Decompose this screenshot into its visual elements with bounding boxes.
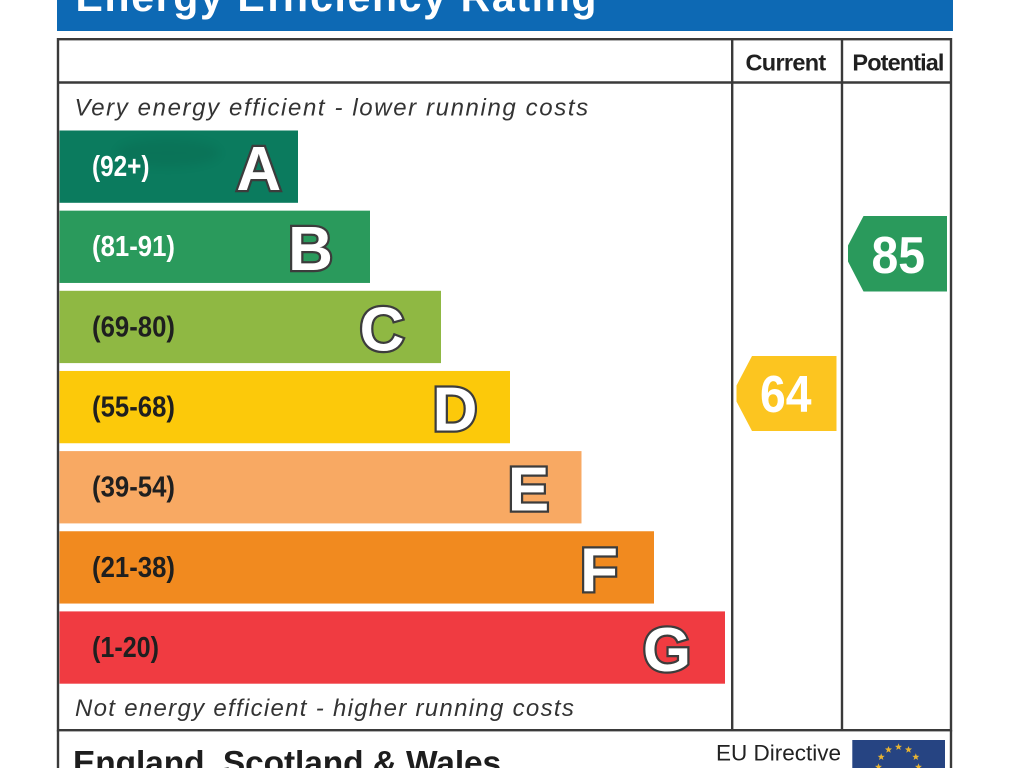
svg-text:(55-68): (55-68) xyxy=(92,390,175,423)
svg-text:(81-91): (81-91) xyxy=(92,230,175,263)
svg-text:(21-38): (21-38) xyxy=(92,550,175,583)
svg-text:(69-80): (69-80) xyxy=(92,310,175,343)
svg-text:(1-20): (1-20) xyxy=(92,630,159,663)
svg-text:64: 64 xyxy=(760,366,812,424)
svg-text:E: E xyxy=(508,456,549,525)
svg-text:G: G xyxy=(643,616,691,685)
svg-text:B: B xyxy=(288,215,333,284)
svg-text:(92+): (92+) xyxy=(92,150,149,183)
svg-text:Very energy efficient - lower: Very energy efficient - lower running co… xyxy=(75,95,590,122)
svg-text:(39-54): (39-54) xyxy=(92,470,175,503)
svg-text:Potential: Potential xyxy=(852,50,943,76)
svg-text:C: C xyxy=(360,295,405,364)
svg-text:EU Directive: EU Directive xyxy=(716,741,841,766)
svg-text:F: F xyxy=(580,536,618,605)
svg-text:England, Scotland & Wales: England, Scotland & Wales xyxy=(73,745,501,768)
svg-text:Not energy efficient - higher: Not energy efficient - higher running co… xyxy=(75,695,575,722)
svg-text:Current: Current xyxy=(746,50,827,76)
svg-text:D: D xyxy=(433,376,478,445)
svg-text:Energy Efficiency Rating: Energy Efficiency Rating xyxy=(76,0,599,20)
svg-text:A: A xyxy=(236,135,281,204)
svg-text:85: 85 xyxy=(872,226,926,284)
